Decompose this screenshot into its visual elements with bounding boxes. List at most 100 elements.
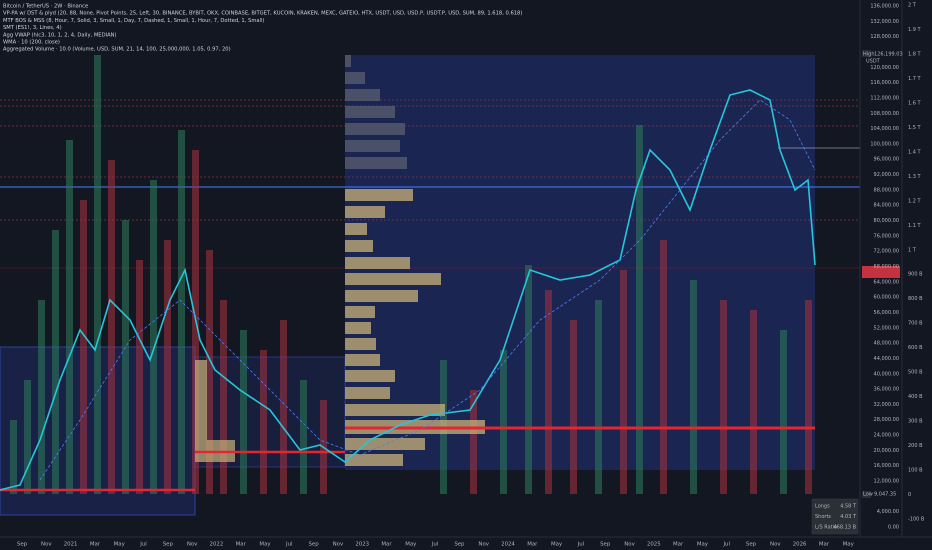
- price-tick-label: 88,000.00: [874, 187, 899, 193]
- volume-tick-label: 0: [908, 492, 911, 498]
- volume-bar: [24, 380, 31, 494]
- profile-bar: [345, 404, 445, 416]
- indicator-legend: MTF BOS & MSS (8, Hour, 7, Solid, 3, Sma…: [3, 18, 264, 24]
- high-value: 126,199.03: [874, 52, 903, 58]
- time-tick-label: Nov: [41, 542, 52, 548]
- price-tick-label: 72,000.00: [874, 249, 899, 255]
- price-tick-label: 68,000.00: [874, 264, 899, 270]
- time-tick-label: Jul: [431, 542, 439, 548]
- time-tick-label: 2022: [210, 542, 224, 548]
- profile-bar: [345, 55, 351, 67]
- low-label: Low: [863, 492, 873, 498]
- price-path: [0, 89, 816, 491]
- profile-bar: [345, 157, 407, 169]
- time-tick-label: 2023: [355, 542, 369, 548]
- volume-bar: [178, 130, 185, 494]
- stats-label: Longs: [815, 504, 830, 510]
- profile-bar: [345, 454, 403, 466]
- volume-bar: [94, 55, 101, 494]
- stats-value: 4.58 T: [840, 504, 857, 510]
- volume-bar: [136, 260, 143, 494]
- price-tick-label: 76,000.00: [874, 233, 899, 239]
- time-tick-label: Mar: [236, 542, 247, 548]
- price-tick-label: 52,000.00: [874, 325, 899, 331]
- price-tick-label: 96,000.00: [874, 157, 899, 163]
- time-tick-label: Sep: [746, 542, 757, 548]
- last-price-badge: [862, 266, 900, 278]
- profile-bar: [345, 306, 375, 318]
- price-tick-label: 48,000.00: [874, 341, 899, 347]
- value-area-zone: [345, 55, 815, 470]
- profile-bar: [345, 89, 380, 101]
- reference-lines: [0, 99, 860, 269]
- volume-bar: [38, 300, 45, 494]
- price-tick-label: 100,000.00: [870, 141, 899, 147]
- volume-tick-label: 400 B: [908, 394, 923, 400]
- price-tick-label: 0.00: [888, 525, 899, 531]
- time-tick-label: Nov: [333, 542, 344, 548]
- price-tick-label: 84,000.00: [874, 203, 899, 209]
- volume-bar: [164, 240, 171, 494]
- volume-tick-label: 1.5 T: [908, 125, 922, 131]
- stats-value: 468.13 B: [833, 525, 856, 531]
- volume-tick-label: 1.8 T: [908, 51, 922, 57]
- price-tick-label: 12,000.00: [874, 479, 899, 485]
- profile-bar: [345, 438, 425, 450]
- volume-bar: [52, 230, 59, 494]
- volume-tick-label: -100 B: [908, 517, 925, 523]
- time-tick-label: Mar: [90, 542, 101, 548]
- time-tick-label: May: [551, 542, 563, 548]
- time-tick-label: Jul: [285, 542, 293, 548]
- time-tick-label: Jul: [722, 542, 730, 548]
- profile-bar: [345, 140, 400, 152]
- time-tick-label: Nov: [770, 542, 781, 548]
- price-tick-label: 36,000.00: [874, 387, 899, 393]
- profile-bar: [345, 223, 367, 235]
- time-tick-label: Mar: [381, 542, 392, 548]
- profile-bar: [345, 322, 371, 334]
- time-tick-label: Sep: [163, 542, 174, 548]
- volume-tick-label: 800 B: [908, 296, 923, 302]
- volume-tick-label: 1.1 T: [908, 223, 922, 229]
- volume-tick-label: 200 B: [908, 443, 923, 449]
- volume-tick-label: 1.6 T: [908, 100, 922, 106]
- volume-tick-label: 100 B: [908, 468, 923, 474]
- time-tick-label: May: [697, 542, 709, 548]
- high-label: High: [863, 52, 875, 58]
- volume-tick-label: 300 B: [908, 419, 923, 425]
- indicator-legend: Aggregated Volume · 10.0 (Volume, USD, S…: [3, 47, 231, 53]
- profile-bar: [345, 370, 395, 382]
- volume-bar: [780, 330, 787, 494]
- profile-bar: [345, 206, 385, 218]
- time-tick-label: Sep: [454, 542, 465, 548]
- high-badge: [862, 50, 871, 57]
- volume-profile: [195, 55, 485, 466]
- volume-tick-label: 1.2 T: [908, 198, 922, 204]
- volume-bar: [620, 270, 627, 494]
- volume-tick-label: 900 B: [908, 272, 923, 278]
- price-tick-label: 112,000.00: [870, 95, 899, 101]
- volume-bar: [122, 220, 129, 494]
- price-tick-label: 28,000.00: [874, 417, 899, 423]
- volume-bar: [720, 300, 727, 494]
- profile-bar: [345, 273, 441, 285]
- price-tick-label: 44,000.00: [874, 356, 899, 362]
- indicator-legend: Agg VWAP (hlc3, 10, 1, 2, 4, Daily, MEDI…: [3, 32, 117, 38]
- profile-bar: [345, 123, 405, 135]
- volume-bar: [66, 140, 73, 494]
- stats-panel: [811, 498, 859, 535]
- volume-bar: [636, 125, 643, 494]
- symbol-title: Bitcoin / TetherUS · 2W · Binance: [3, 4, 88, 10]
- price-tick-label: 104,000.00: [870, 126, 899, 132]
- volume-bar: [220, 300, 227, 494]
- price-tick-label: 24,000.00: [874, 433, 899, 439]
- time-tick-label: Sep: [309, 542, 320, 548]
- time-tick-label: 2024: [501, 542, 515, 548]
- time-tick-label: Jul: [577, 542, 585, 548]
- volume-tick-label: 600 B: [908, 345, 923, 351]
- profile-bar: [345, 189, 413, 201]
- volume-tick-label: 1.9 T: [908, 27, 922, 33]
- volume-tick-label: 1.7 T: [908, 76, 922, 82]
